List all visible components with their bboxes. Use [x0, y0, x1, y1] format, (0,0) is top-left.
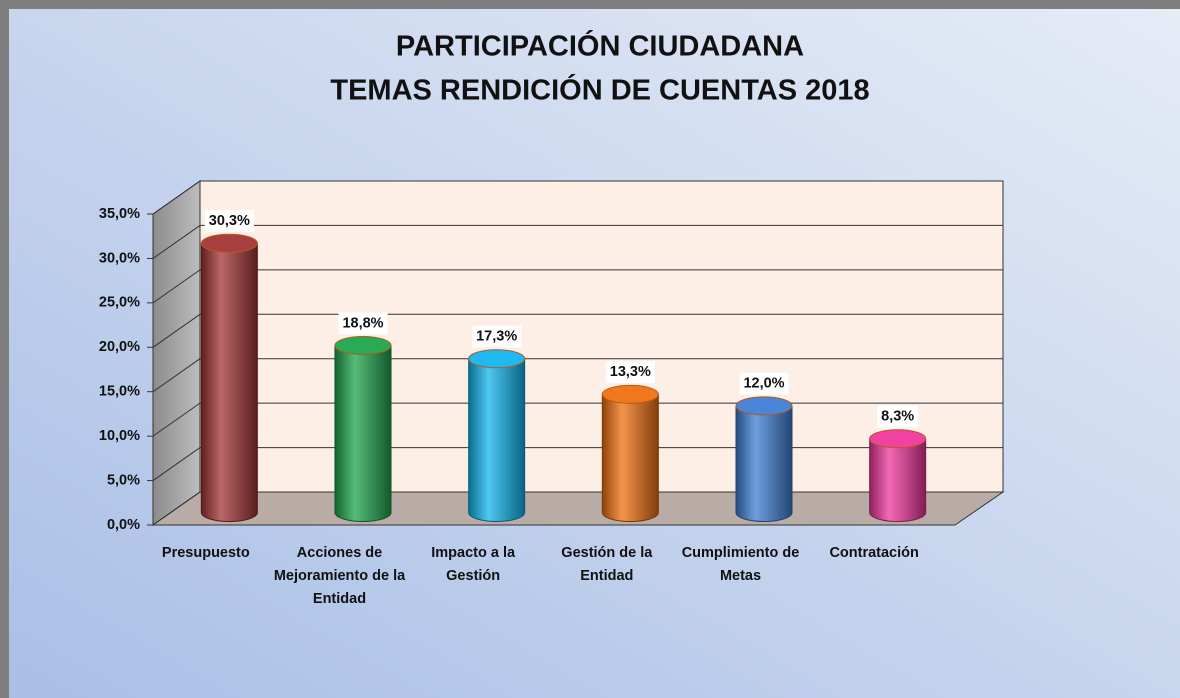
- bar: [735, 396, 793, 522]
- bar-top: [601, 384, 659, 404]
- bar: [468, 349, 526, 522]
- value-label-bg: [739, 372, 789, 395]
- bar-top: [200, 233, 258, 253]
- value-label: 8,3%: [881, 409, 914, 425]
- grid-line: [152, 447, 201, 481]
- bar-top: [869, 429, 927, 449]
- chart-title: TEMAS RENDICIÓN DE CUENTAS 2018: [330, 73, 869, 107]
- value-label: 17,3%: [476, 329, 517, 345]
- y-tick-label: 25,0%: [99, 295, 140, 311]
- bar-body: [735, 405, 793, 522]
- x-tick-label: Gestión de la Entidad: [561, 545, 653, 584]
- x-tick-label: Acciones de Mejoramiento de la Entidad: [273, 545, 406, 607]
- x-tick-label: Cumplimiento de Metas: [681, 545, 800, 584]
- value-label: 12,0%: [743, 376, 784, 392]
- bar-body: [334, 344, 392, 522]
- value-label-bg: [472, 325, 522, 348]
- side-wall: [152, 180, 201, 526]
- bar-body: [468, 358, 526, 522]
- bar-top: [468, 349, 526, 369]
- y-tick-label: 30,0%: [99, 250, 140, 266]
- bar-body: [869, 438, 927, 522]
- bar-top: [334, 335, 392, 355]
- bar-body: [601, 393, 659, 522]
- value-label-bg: [204, 210, 254, 233]
- grid-line: [152, 313, 201, 348]
- chart-title: PARTICIPACIÓN CIUDADANA: [396, 29, 804, 63]
- bar: [869, 429, 927, 522]
- bar: [601, 384, 659, 522]
- value-label-bg: [605, 361, 655, 384]
- value-label-bg: [338, 312, 388, 335]
- grid-line: [152, 402, 201, 437]
- grid-line: [152, 491, 201, 526]
- y-tick-label: 0,0%: [107, 517, 140, 533]
- grid-line: [152, 180, 201, 215]
- y-tick-label: 20,0%: [99, 339, 140, 355]
- grid-line: [152, 225, 201, 259]
- value-label: 30,3%: [209, 213, 250, 229]
- y-tick-label: 5,0%: [107, 472, 140, 488]
- value-label: 18,8%: [342, 315, 383, 331]
- bar: [334, 335, 392, 522]
- bar: [200, 233, 258, 522]
- grid-line: [152, 269, 201, 304]
- x-tick-label: Contratación: [829, 545, 919, 561]
- value-label-bg: [877, 405, 919, 428]
- bar-top: [735, 396, 793, 416]
- x-tick-label: Presupuesto: [161, 545, 250, 561]
- x-tick-label: Impacto a la Gestión: [431, 545, 516, 584]
- y-tick-label: 15,0%: [99, 384, 140, 400]
- grid-line: [152, 358, 201, 393]
- value-label: 13,3%: [610, 364, 651, 380]
- y-tick-label: 35,0%: [99, 206, 140, 222]
- y-tick-label: 10,0%: [99, 428, 140, 444]
- bar-body: [200, 242, 258, 522]
